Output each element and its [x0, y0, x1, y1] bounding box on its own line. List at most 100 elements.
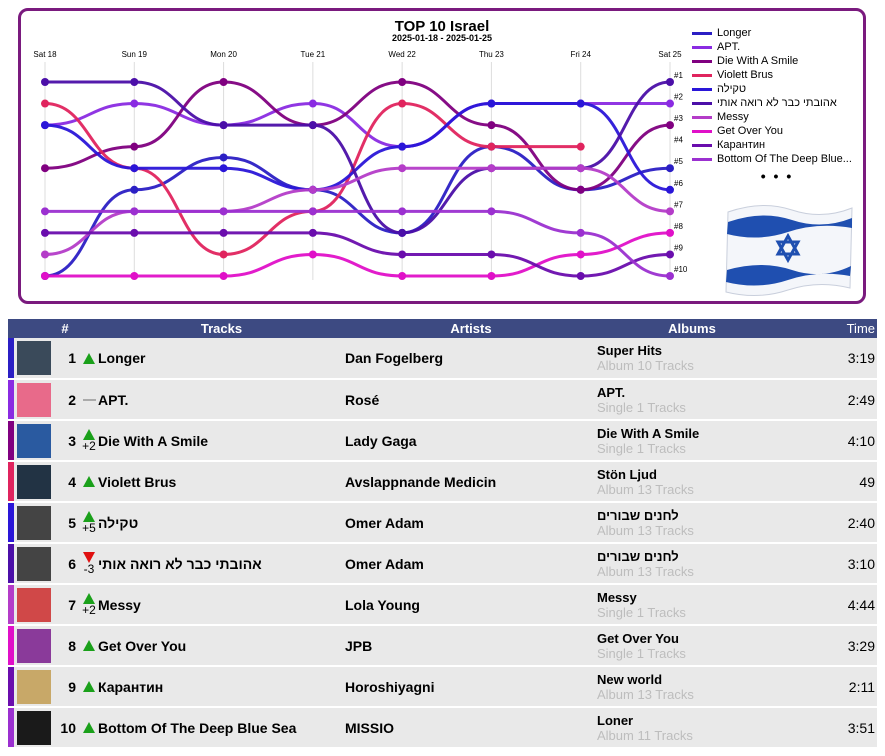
legend-item[interactable]: Violett Brus — [692, 68, 862, 82]
artist-name[interactable]: Horoshiyagni — [345, 678, 435, 695]
data-point[interactable] — [219, 250, 228, 259]
header-albums[interactable]: Albums — [668, 321, 716, 336]
data-point[interactable] — [487, 272, 496, 280]
album-art[interactable] — [17, 423, 51, 458]
data-point[interactable] — [130, 78, 139, 86]
data-point[interactable] — [219, 228, 228, 237]
data-point[interactable] — [130, 228, 139, 237]
data-point[interactable] — [666, 228, 674, 237]
data-point[interactable] — [219, 78, 228, 86]
data-point[interactable] — [666, 272, 674, 280]
album-cell[interactable]: New world Album 13 Tracks — [597, 666, 787, 707]
track-name[interactable]: Карантин — [98, 678, 164, 695]
data-point[interactable] — [666, 250, 674, 259]
data-point[interactable] — [576, 99, 585, 108]
data-point[interactable] — [398, 78, 407, 86]
data-point[interactable] — [41, 207, 49, 216]
data-point[interactable] — [398, 228, 407, 237]
track-name[interactable]: Longer — [98, 350, 146, 366]
album-art[interactable] — [17, 587, 51, 622]
legend-item[interactable]: אהובתי כבר לא רואה אותי — [692, 96, 862, 110]
data-point[interactable] — [308, 207, 317, 216]
data-point[interactable] — [487, 164, 496, 173]
data-point[interactable] — [219, 153, 228, 162]
data-point[interactable] — [487, 207, 496, 216]
legend-item[interactable]: Messy — [692, 110, 862, 124]
legend-item[interactable]: טקילה — [692, 82, 862, 96]
header-tracks[interactable]: Tracks — [200, 321, 243, 336]
table-row[interactable]: 7 +2 Messy Lola Young Messy Single 1 Tracks 4:… — [8, 584, 877, 625]
track-name[interactable]: Messy — [98, 596, 141, 613]
legend-item[interactable]: Die With A Smile — [692, 54, 862, 68]
data-point[interactable] — [41, 78, 49, 86]
data-point[interactable] — [398, 142, 407, 151]
album-art[interactable] — [17, 464, 51, 499]
data-point[interactable] — [576, 272, 585, 280]
series-line[interactable] — [44, 102, 670, 149]
data-point[interactable] — [487, 250, 496, 259]
data-point[interactable] — [130, 272, 139, 280]
data-point[interactable] — [398, 207, 407, 216]
artist-name[interactable]: Omer Adam — [345, 514, 424, 531]
table-row[interactable]: 3 +2 Die With A Smile Lady Gaga Die With A S… — [8, 420, 877, 461]
track-name[interactable]: Bottom Of The Deep Blue Sea — [98, 719, 297, 736]
table-row[interactable]: 5 +5 טקילה Omer Adam לחנים שבורים Album 13 Tr… — [8, 502, 877, 543]
artist-name[interactable]: Lola Young — [345, 596, 420, 613]
track-name[interactable]: Get Over You — [98, 637, 187, 654]
album-cell[interactable]: Super Hits Album 10 Tracks — [597, 338, 787, 379]
series-line[interactable] — [44, 80, 671, 192]
data-point[interactable] — [219, 207, 228, 216]
data-point[interactable] — [487, 142, 496, 151]
artist-name[interactable]: Rosé — [345, 391, 380, 408]
album-cell[interactable]: APT. Single 1 Tracks — [597, 379, 787, 420]
album-art[interactable] — [17, 669, 51, 704]
data-point[interactable] — [576, 250, 585, 259]
header-artists[interactable]: Artists — [450, 321, 492, 336]
data-point[interactable] — [41, 164, 49, 173]
data-point[interactable] — [41, 121, 49, 130]
data-point[interactable] — [487, 99, 496, 108]
data-point[interactable] — [666, 121, 674, 130]
album-cell[interactable]: לחנים שבורים Album 13 Tracks — [597, 543, 787, 584]
album-cell[interactable]: Messy Single 1 Tracks — [597, 584, 787, 625]
track-name[interactable]: Violett Brus — [98, 473, 177, 490]
data-point[interactable] — [576, 164, 585, 173]
data-point[interactable] — [308, 121, 317, 130]
data-point[interactable] — [308, 228, 317, 237]
table-row[interactable]: 10 Bottom Of The Deep Blue Sea MISSIO Loner… — [8, 707, 877, 748]
artist-name[interactable]: MISSIO — [345, 719, 395, 736]
artist-name[interactable]: Lady Gaga — [345, 432, 417, 449]
data-point[interactable] — [130, 142, 139, 151]
artist-name[interactable]: Omer Adam — [345, 555, 424, 572]
artist-name[interactable]: JPB — [345, 637, 373, 654]
album-art[interactable] — [17, 341, 51, 375]
table-row[interactable]: 6 -3 אהובתי כבר לא רואה אותי Omer Adam לחנים… — [8, 543, 877, 584]
data-point[interactable] — [666, 185, 674, 194]
data-point[interactable] — [130, 164, 139, 173]
data-point[interactable] — [308, 99, 317, 108]
data-point[interactable] — [398, 164, 407, 173]
data-point[interactable] — [130, 99, 139, 108]
album-cell[interactable]: Get Over You Single 1 Tracks — [597, 625, 787, 666]
data-point[interactable] — [219, 164, 228, 173]
legend-more-indicator[interactable]: • • • — [760, 168, 794, 184]
album-cell[interactable]: Stön Ljud Album 13 Tracks — [597, 461, 787, 502]
album-art[interactable] — [17, 505, 51, 540]
data-point[interactable] — [41, 272, 49, 280]
legend-item[interactable]: Карантин — [692, 138, 862, 152]
album-cell[interactable]: Die With A Smile Single 1 Tracks — [597, 420, 787, 461]
legend-item[interactable]: APT. — [692, 40, 862, 54]
track-name[interactable]: טקילה — [98, 514, 139, 531]
data-point[interactable] — [41, 228, 49, 237]
data-point[interactable] — [130, 185, 139, 194]
data-point[interactable] — [308, 250, 317, 259]
album-cell[interactable]: Loner Album 11 Tracks — [597, 707, 787, 748]
data-point[interactable] — [130, 207, 139, 216]
data-point[interactable] — [576, 185, 585, 194]
header-time[interactable]: Time — [846, 321, 875, 336]
data-point[interactable] — [219, 121, 228, 130]
data-point[interactable] — [41, 99, 49, 108]
data-point[interactable] — [576, 228, 585, 237]
data-point[interactable] — [398, 250, 407, 259]
album-cell[interactable]: לחנים שבורים Album 13 Tracks — [597, 502, 787, 543]
